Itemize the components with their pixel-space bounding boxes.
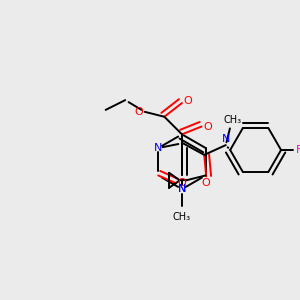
Text: O: O xyxy=(177,178,186,188)
Text: O: O xyxy=(135,107,143,117)
Text: F: F xyxy=(296,145,300,155)
Text: N: N xyxy=(178,184,186,194)
Text: N: N xyxy=(154,143,162,153)
Text: CH₃: CH₃ xyxy=(224,115,242,125)
Text: O: O xyxy=(184,96,192,106)
Text: CH₃: CH₃ xyxy=(173,212,191,221)
Text: O: O xyxy=(202,178,211,188)
Text: O: O xyxy=(203,122,212,131)
Text: N: N xyxy=(222,134,230,144)
Text: N: N xyxy=(178,184,186,194)
